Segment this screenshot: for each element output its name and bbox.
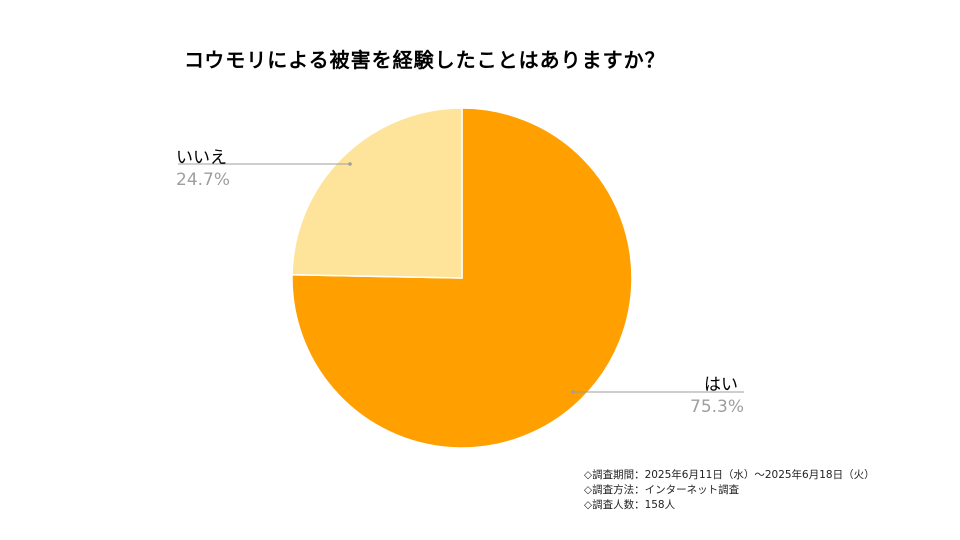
survey-notes: ◇調査期間：2025年6月11日（水）～2025年6月18日（火） ◇調査方法：… xyxy=(584,468,875,513)
chart-title: コウモリによる被害を経験したことはありますか？ xyxy=(184,48,666,72)
note-survey-method: ◇調査方法：インターネット調査 xyxy=(584,484,740,496)
note-survey-count: ◇調査人数：158人 xyxy=(584,499,676,511)
slice-label-yes: はい xyxy=(704,375,738,395)
note-survey-period: ◇調査期間：2025年6月11日（水）～2025年6月18日（火） xyxy=(584,469,875,481)
slice-label-no: いいえ xyxy=(176,148,227,168)
leader-line-no-dot xyxy=(348,162,352,166)
slice-value-yes: 75.3% xyxy=(690,397,745,417)
leader-line-yes-dot xyxy=(571,390,575,394)
slice-value-no: 24.7% xyxy=(176,170,231,190)
pie-slice-no xyxy=(291,107,463,279)
